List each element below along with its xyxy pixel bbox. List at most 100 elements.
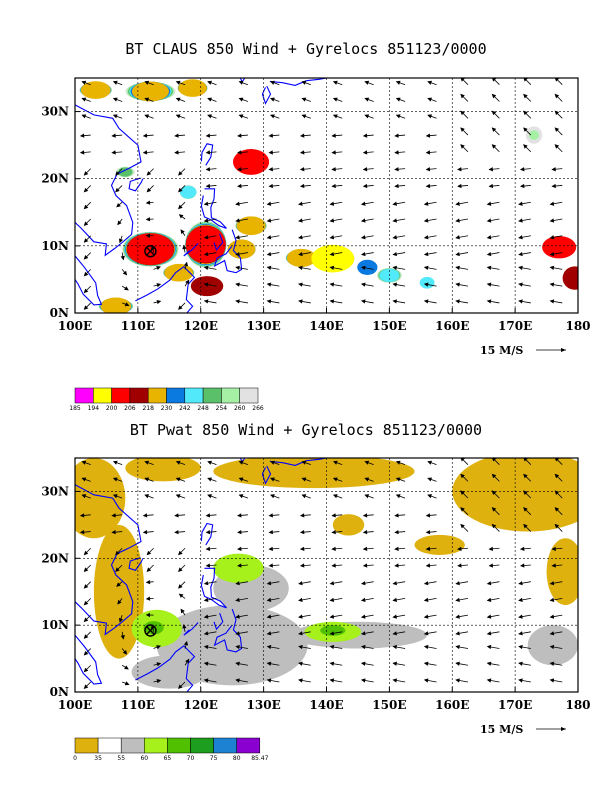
panel2-colorbar-label-2: 55 (117, 755, 125, 762)
panel1-wind-arrowhead (118, 238, 124, 244)
panel2-wind-arrowhead (178, 567, 183, 572)
panel1-wind-arrowhead (519, 167, 525, 172)
panel2-wind-arrowhead (523, 507, 528, 512)
panel2-wind-arrowhead (145, 596, 151, 601)
panel1-wind-arrowhead (423, 218, 429, 223)
panel1-wind-arrowhead (299, 183, 305, 189)
panel2-wind-arrowhead (392, 597, 397, 603)
panel1-wind-arrowhead (488, 167, 494, 172)
panel1-wind-arrowhead (235, 201, 240, 206)
panel1-wind-arrowhead (266, 218, 272, 223)
panel1-gyre-marker (144, 244, 157, 258)
panel1-wind-arrowhead (455, 265, 460, 270)
panel2-wind-arrowhead (124, 681, 130, 686)
panel1-wind-arrowhead (423, 265, 429, 270)
panel1-y-tick-label: 30N (41, 105, 69, 119)
panel1-colorbar-label-9: 260 (234, 405, 246, 412)
panel1-wind-arrowhead (270, 97, 275, 102)
panel1-wind-arrowhead (175, 80, 181, 85)
panel2-wind-arrowhead (427, 477, 433, 482)
panel2-moisture-0 (75, 458, 126, 539)
panel2-wind-arrowhead (329, 661, 335, 666)
panel1-coastline-0 (75, 104, 142, 257)
panel2-wind-arrowhead (394, 513, 399, 518)
panel1-wind-arrowhead (362, 183, 368, 189)
panel2-wind-arrowhead (519, 546, 525, 551)
panel2-wind-arrowhead (144, 494, 150, 499)
panel2-wind-arrowhead (392, 644, 397, 650)
panel1-wind-arrowhead (178, 187, 183, 193)
panel1-x-tick-label: 180 (565, 319, 590, 333)
panel2-wind-arrowhead (237, 546, 242, 551)
panel1-wind-arrowhead (394, 183, 399, 189)
panel1-wind-arrowhead (175, 114, 181, 119)
panel1-wind-arrowhead (332, 80, 338, 85)
panel2-gyre-marker-cross (145, 626, 155, 635)
panel1-wind-arrowhead (145, 200, 151, 205)
panel2-wind-arrowhead (203, 597, 209, 603)
panel2-x-tick-label: 130E (247, 698, 281, 712)
panel1-wind-arrowhead (83, 221, 89, 226)
panel2-x-tick-label: 150E (372, 698, 406, 712)
panel1-colorbar-label-6: 242 (179, 405, 191, 412)
panel2-wind-arrowhead (329, 678, 335, 683)
panel2-wind-arrowhead (115, 567, 120, 572)
panel1-colorbar-swatch-6 (184, 387, 204, 404)
panel1-wind-arrowhead (83, 204, 89, 210)
panel2-wind-arrowhead (331, 513, 336, 518)
panel1-colorbar-label-5: 230 (161, 405, 173, 412)
panel1-coastline-8 (128, 177, 144, 192)
panel1-cloud-19-lvl-7 (118, 167, 133, 177)
panel1-colorbar-swatch-0 (74, 387, 94, 404)
panel2-wind-arrowhead (329, 614, 335, 619)
panel1-wind-arrowhead (205, 133, 211, 138)
panel2-y-tick-label: 20N (41, 551, 69, 565)
panel2-y-tick-label: 10N (41, 618, 69, 632)
panel1-wind-arrowhead (298, 299, 303, 304)
panel2-wind-arrowhead (298, 661, 303, 666)
panel1-wind-arrowhead (395, 80, 401, 85)
panel2-wind-arrowhead (115, 550, 120, 556)
panel2-wind-arrowhead (83, 650, 89, 656)
panel1-wind-arrowhead (180, 229, 185, 235)
panel2-wind-arrowhead (331, 529, 336, 535)
panel1-wind-arrowhead (460, 127, 465, 132)
panel1-wind-arrowhead (112, 114, 118, 119)
panel1-wind-arrowhead (427, 80, 433, 85)
panel1-wind-arrowhead (392, 218, 397, 223)
panel1-wind-arrowhead (203, 251, 209, 257)
panel1-wind-arrowhead (486, 299, 492, 304)
panel2-wind-arrowhead (83, 550, 89, 556)
panel2-wind-arrowhead (460, 523, 465, 529)
panel2-wind-arrowhead (120, 635, 125, 640)
panel2-wind-arrowhead (111, 529, 116, 535)
panel2-wind-arrowhead (237, 563, 242, 568)
panel1-wind-arrowhead (518, 265, 523, 270)
panel2-wind-arrowhead (460, 507, 465, 512)
panel1-wind-arrowhead (364, 80, 370, 85)
panel1-wind-arrowhead (144, 114, 150, 119)
panel2-wind-arrowhead (207, 477, 212, 482)
panel2-wind-arrowhead (298, 644, 303, 650)
panel1-wind-arrowhead (518, 218, 523, 223)
panel1-wind-arrowhead (299, 133, 305, 138)
panel2-moisture-5 (546, 538, 578, 606)
panel2-wind-arrowhead (491, 523, 497, 529)
panel2-wind-arrowhead (268, 529, 273, 535)
panel1-x-tick-label: 140E (309, 319, 343, 333)
panel1-coastline-10 (269, 78, 327, 86)
panel2-wind-arrowhead (122, 649, 128, 655)
panel1-x-tick-label: 160E (435, 319, 469, 333)
panel1-wind-arrowhead (488, 183, 494, 189)
panel1-wind-arrowhead (549, 218, 555, 223)
panel2-moisture-3 (213, 458, 415, 489)
panel1-wind-arrowhead (423, 251, 429, 257)
panel2-wind-arrowhead (491, 490, 497, 495)
panel2-wind-arrowhead (392, 614, 397, 619)
panel1-wind-arrowhead (331, 183, 336, 189)
panel2-wind-arrowhead (331, 546, 336, 551)
panel1-wind-arrowhead (203, 235, 209, 240)
panel1-wind-arrowhead (554, 93, 560, 99)
panel1-wind-arrowhead (332, 97, 338, 102)
panel1-cloud-3-lvl-4 (227, 239, 256, 259)
